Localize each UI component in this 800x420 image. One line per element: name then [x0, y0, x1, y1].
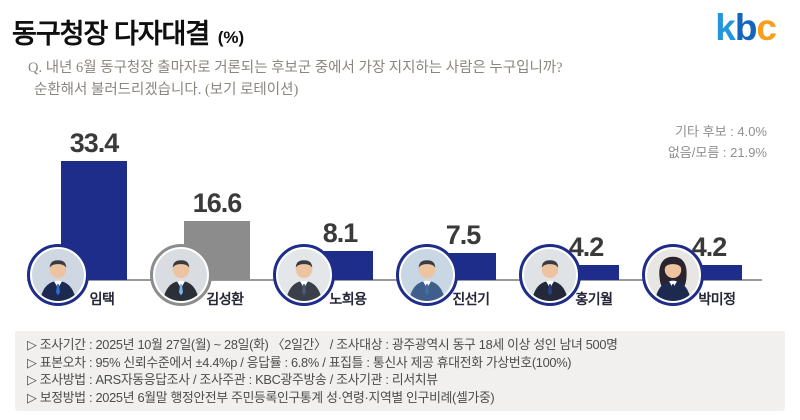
candidate-photo [642, 244, 704, 306]
candidate-photo [273, 244, 335, 306]
survey-question: Q. 내년 6월 동구청장 출마자로 거론되는 후보군 중에서 가장 지지하는 … [28, 57, 563, 101]
person-avatar-icon [155, 249, 207, 301]
none-dontknow-stat: 없음/모름 : 21.9% [667, 145, 767, 160]
residual-stats: 기타 후보 : 4.0% 없음/모름 : 21.9% [668, 121, 767, 163]
question-line2: 순환해서 불러드리겠습니다. (보기 로테이션) [34, 82, 299, 98]
candidate-value-label: 16.6 [192, 188, 243, 218]
methodology-line-4: ▷ 보정방법 : 2025년 6월말 행정안전부 주민등록인구통계 성·연령·지… [27, 389, 495, 405]
candidate-name: 김성환 [206, 291, 244, 307]
candidate-value-label: 7.5 [445, 220, 482, 250]
candidate-photo [396, 244, 458, 306]
kbc-logo: kbc [715, 7, 777, 48]
methodology-line-2: ▷ 표본오차 : 95% 신뢰수준에서 ±4.4%p / 응답률 : 6.8% … [27, 354, 572, 370]
page-title-row: 동구청장 다자대결 (%) [12, 12, 244, 51]
candidate-name: 진선기 [452, 291, 490, 307]
person-avatar-icon [278, 249, 330, 301]
person-avatar-icon [401, 249, 453, 301]
logo-letter-k: k [715, 7, 736, 48]
candidate-value-label: 8.1 [322, 218, 359, 248]
candidate-name: 임택 [89, 291, 115, 307]
logo-letter-b: b [734, 7, 758, 48]
candidate-photo [150, 244, 212, 306]
person-avatar-icon [524, 249, 576, 301]
candidate-photo [519, 244, 581, 306]
methodology-line-1: ▷ 조사기간 : 2025년 10월 27일(월) ~ 28일(화) 〈2일간〉… [27, 337, 618, 352]
person-avatar-icon [647, 249, 699, 301]
candidate-name: 홍기월 [575, 291, 613, 307]
methodology-box: ▷ 조사기간 : 2025년 10월 27일(월) ~ 28일(화) 〈2일간〉… [15, 331, 785, 411]
logo-letter-c: c [756, 7, 777, 48]
candidate-name: 노희용 [329, 291, 367, 307]
axis-baseline [27, 279, 762, 281]
candidate-photo [27, 244, 89, 306]
candidate-name: 박미정 [698, 291, 736, 307]
person-avatar-icon [32, 249, 84, 301]
candidate-value-label: 33.4 [69, 128, 120, 158]
question-line1: Q. 내년 6월 동구청장 출마자로 거론되는 후보군 중에서 가장 지지하는 … [28, 60, 563, 76]
page-title: 동구청장 다자대결 [12, 19, 210, 49]
title-unit: (%) [217, 28, 245, 47]
methodology-line-3: ▷ 조사방법 : ARS자동응답조사 / 조사주관 : KBC광주방송 / 조사… [27, 372, 438, 387]
other-candidates-stat: 기타 후보 : 4.0% [675, 124, 767, 139]
